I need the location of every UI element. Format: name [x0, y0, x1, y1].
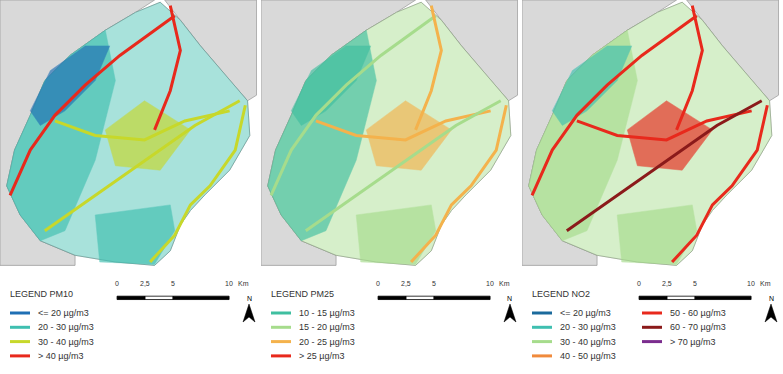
svg-text:LEGEND NO2: LEGEND NO2: [532, 289, 590, 299]
svg-text:N: N: [507, 295, 512, 302]
svg-text:60 - 70 µg/m3: 60 - 70 µg/m3: [670, 322, 726, 332]
svg-text:20 - 30 µg/m3: 20 - 30 µg/m3: [560, 322, 616, 332]
svg-text:LEGEND PM25: LEGEND PM25: [271, 289, 334, 299]
svg-text:<= 20 µg/m3: <= 20 µg/m3: [38, 308, 89, 318]
svg-text:0: 0: [637, 280, 641, 287]
svg-text:> 70 µg/m3: > 70 µg/m3: [670, 337, 715, 347]
svg-text:2,5: 2,5: [401, 280, 411, 287]
svg-text:<= 20 µg/m3: <= 20 µg/m3: [560, 308, 611, 318]
svg-text:10: 10: [747, 280, 755, 287]
svg-text:50 - 60 µg/m3: 50 - 60 µg/m3: [670, 308, 726, 318]
svg-text:10: 10: [225, 280, 233, 287]
svg-text:0: 0: [376, 280, 380, 287]
svg-text:15 - 20 µg/m3: 15 - 20 µg/m3: [299, 322, 355, 332]
svg-text:> 25 µg/m3: > 25 µg/m3: [299, 351, 344, 361]
svg-text:2,5: 2,5: [662, 280, 672, 287]
svg-text:5: 5: [432, 280, 436, 287]
svg-text:Km: Km: [760, 280, 771, 287]
svg-text:5: 5: [693, 280, 697, 287]
svg-text:2,5: 2,5: [140, 280, 150, 287]
svg-text:Km: Km: [238, 280, 249, 287]
svg-text:30 - 40 µg/m3: 30 - 40 µg/m3: [560, 337, 616, 347]
svg-text:10 - 15 µg/m3: 10 - 15 µg/m3: [299, 308, 355, 318]
svg-text:20 - 25 µg/m3: 20 - 25 µg/m3: [299, 337, 355, 347]
svg-text:N: N: [769, 295, 774, 302]
svg-text:10: 10: [486, 280, 494, 287]
svg-text:Km: Km: [499, 280, 510, 287]
svg-text:N: N: [247, 295, 252, 302]
svg-text:0: 0: [115, 280, 119, 287]
svg-text:40 - 50 µg/m3: 40 - 50 µg/m3: [560, 351, 616, 361]
svg-text:LEGEND PM10: LEGEND PM10: [10, 289, 73, 299]
svg-text:20 - 30 µg/m3: 20 - 30 µg/m3: [38, 322, 94, 332]
svg-text:30 - 40 µg/m3: 30 - 40 µg/m3: [38, 337, 94, 347]
svg-text:> 40 µg/m3: > 40 µg/m3: [38, 351, 83, 361]
svg-text:5: 5: [171, 280, 175, 287]
